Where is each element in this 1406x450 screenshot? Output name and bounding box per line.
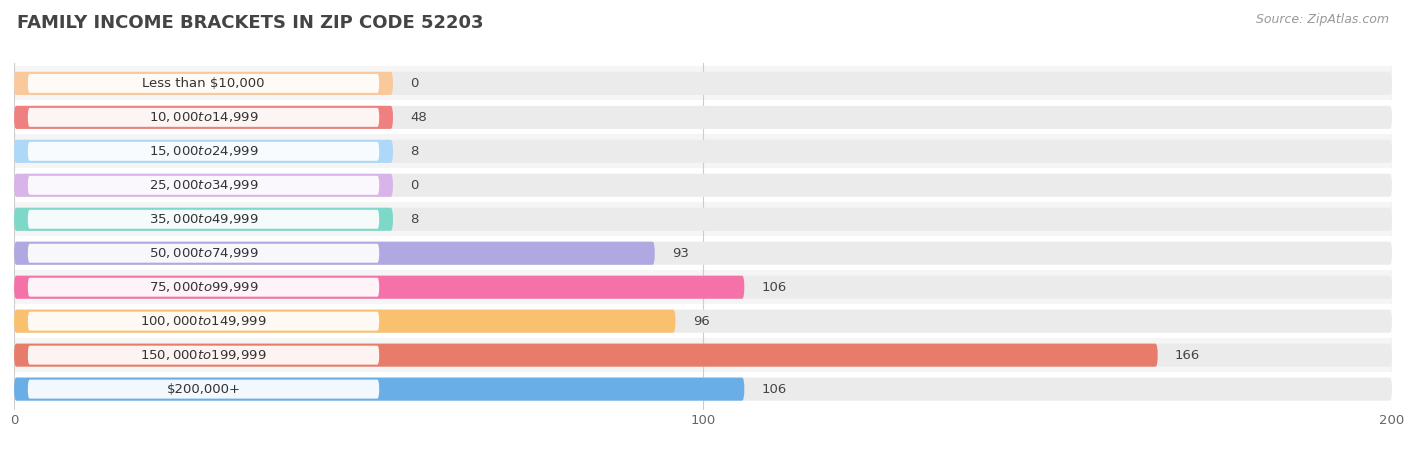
Bar (14, 135, 1392, 168)
FancyBboxPatch shape (14, 72, 394, 95)
FancyBboxPatch shape (14, 140, 394, 163)
Bar (14, 168, 1392, 202)
FancyBboxPatch shape (28, 142, 380, 161)
FancyBboxPatch shape (14, 174, 1392, 197)
FancyBboxPatch shape (14, 72, 1392, 95)
Bar (14, 304, 1392, 338)
FancyBboxPatch shape (14, 378, 1392, 401)
Text: Source: ZipAtlas.com: Source: ZipAtlas.com (1256, 14, 1389, 27)
FancyBboxPatch shape (14, 310, 1392, 333)
Text: 0: 0 (411, 179, 419, 192)
FancyBboxPatch shape (28, 176, 380, 195)
FancyBboxPatch shape (28, 244, 380, 263)
Text: 166: 166 (1175, 349, 1201, 362)
Text: $35,000 to $49,999: $35,000 to $49,999 (149, 212, 259, 226)
FancyBboxPatch shape (28, 312, 380, 331)
FancyBboxPatch shape (14, 242, 1392, 265)
Text: $10,000 to $14,999: $10,000 to $14,999 (149, 110, 259, 124)
Bar (14, 202, 1392, 236)
Text: $15,000 to $24,999: $15,000 to $24,999 (149, 144, 259, 158)
Text: $200,000+: $200,000+ (166, 382, 240, 396)
Bar (14, 67, 1392, 100)
FancyBboxPatch shape (14, 174, 394, 197)
Bar (14, 372, 1392, 406)
Text: $25,000 to $34,999: $25,000 to $34,999 (149, 178, 259, 192)
FancyBboxPatch shape (14, 106, 1392, 129)
FancyBboxPatch shape (14, 276, 744, 299)
FancyBboxPatch shape (14, 344, 1392, 367)
Text: Less than $10,000: Less than $10,000 (142, 77, 264, 90)
FancyBboxPatch shape (28, 74, 380, 93)
FancyBboxPatch shape (14, 310, 675, 333)
FancyBboxPatch shape (28, 210, 380, 229)
Text: FAMILY INCOME BRACKETS IN ZIP CODE 52203: FAMILY INCOME BRACKETS IN ZIP CODE 52203 (17, 14, 484, 32)
FancyBboxPatch shape (28, 346, 380, 365)
FancyBboxPatch shape (14, 242, 655, 265)
Bar (14, 236, 1392, 270)
FancyBboxPatch shape (14, 344, 1157, 367)
Text: 93: 93 (672, 247, 689, 260)
Text: $100,000 to $149,999: $100,000 to $149,999 (141, 314, 267, 328)
Text: $75,000 to $99,999: $75,000 to $99,999 (149, 280, 259, 294)
FancyBboxPatch shape (28, 380, 380, 399)
FancyBboxPatch shape (14, 208, 1392, 231)
Text: 106: 106 (762, 281, 787, 294)
FancyBboxPatch shape (14, 378, 744, 401)
Text: 96: 96 (693, 315, 710, 328)
FancyBboxPatch shape (14, 106, 394, 129)
Text: $150,000 to $199,999: $150,000 to $199,999 (141, 348, 267, 362)
Bar (14, 270, 1392, 304)
FancyBboxPatch shape (28, 278, 380, 297)
Text: 48: 48 (411, 111, 427, 124)
Text: 8: 8 (411, 213, 419, 226)
Text: 8: 8 (411, 145, 419, 158)
FancyBboxPatch shape (28, 108, 380, 127)
Bar (14, 100, 1392, 135)
FancyBboxPatch shape (14, 140, 1392, 163)
Text: $50,000 to $74,999: $50,000 to $74,999 (149, 246, 259, 260)
FancyBboxPatch shape (14, 208, 394, 231)
Text: 106: 106 (762, 382, 787, 396)
Bar (14, 338, 1392, 372)
Text: 0: 0 (411, 77, 419, 90)
FancyBboxPatch shape (14, 276, 1392, 299)
